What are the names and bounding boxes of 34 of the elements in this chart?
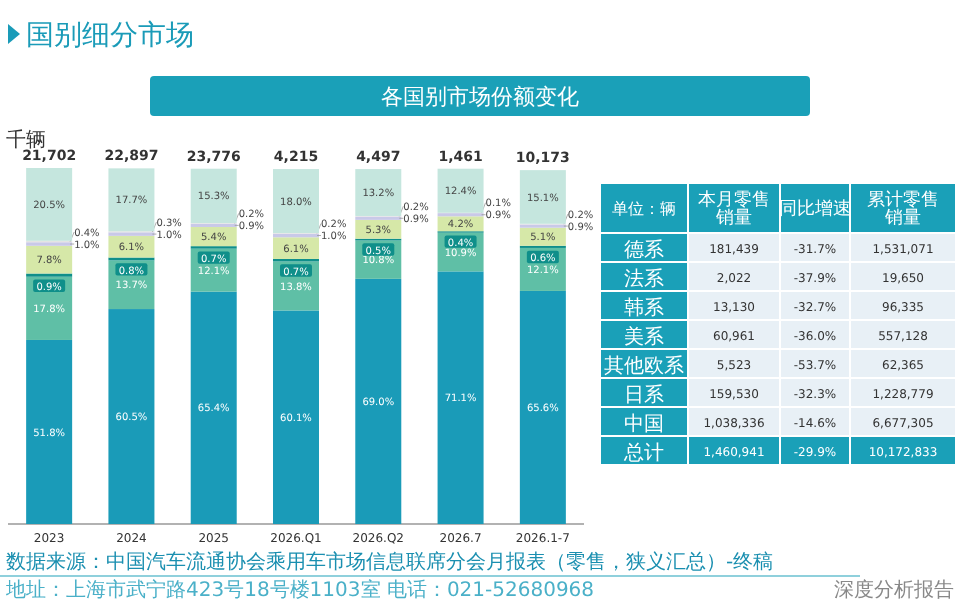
text: 地址：上海市武宁路423号18号楼1103室 电话：021-52680968 [4,578,595,600]
text: 深度分析报告 [834,578,954,600]
bar [26,339,73,524]
bar [437,168,484,213]
category-label: 法系 [624,268,664,291]
category-label: 韩系 [624,297,664,320]
source-note: 数据来源：中国汽车流通协会乘用车市场信息联席分会月报表（零售，狭义汇总）-终稿 [6,550,774,574]
bar [190,168,237,224]
bar [108,309,155,524]
category-label: 美系 [624,326,664,349]
bar [190,291,237,524]
category-label: 同比增速 [779,198,851,221]
bar [26,245,73,274]
bar [355,169,402,216]
category-label: 累计零售销量 [867,189,939,230]
category-label: 其他欧系 [604,355,684,378]
category-label: 中国 [624,413,664,436]
bar [519,290,566,524]
bar [273,169,319,234]
category-label: 单位：辆 [612,199,676,218]
bar [273,310,319,524]
bar [519,170,566,224]
bar [108,235,155,258]
bar [437,271,484,524]
category-label: 日系 [624,384,664,407]
category-label: 总计 [624,442,664,465]
y-axis-title: 千辆 [6,128,46,152]
chart-subtitle: 各国别市场份额变化 [381,84,579,110]
category-label: 本月零售销量 [698,189,770,230]
bar [26,168,73,241]
bar [355,278,402,524]
category-label: 德系 [624,239,664,262]
chart-title: 国别细分市场 [26,20,194,52]
bar [108,168,155,232]
